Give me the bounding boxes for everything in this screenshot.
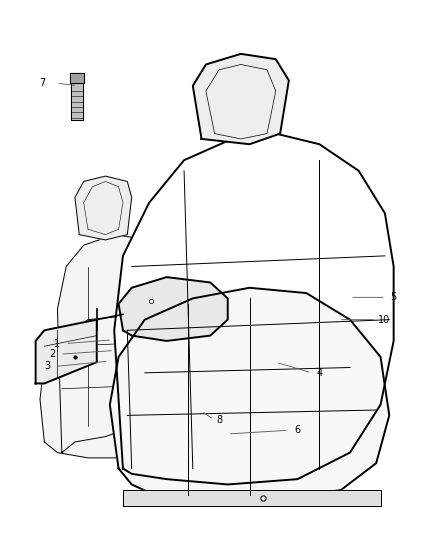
- Text: 4: 4: [316, 368, 322, 378]
- Polygon shape: [110, 288, 389, 506]
- Polygon shape: [71, 83, 83, 120]
- Polygon shape: [35, 320, 97, 383]
- Polygon shape: [193, 54, 289, 144]
- Polygon shape: [114, 134, 394, 484]
- Text: 1: 1: [54, 338, 60, 349]
- Polygon shape: [123, 490, 381, 506]
- Text: 2: 2: [49, 349, 55, 359]
- Polygon shape: [75, 176, 132, 240]
- Text: 3: 3: [44, 361, 50, 372]
- Polygon shape: [70, 73, 84, 83]
- Polygon shape: [40, 314, 223, 458]
- Polygon shape: [57, 235, 193, 453]
- Polygon shape: [119, 277, 228, 341]
- Text: 7: 7: [39, 78, 45, 88]
- Text: 10: 10: [378, 314, 390, 325]
- Text: 5: 5: [391, 292, 397, 302]
- Text: 8: 8: [216, 415, 222, 425]
- Text: 6: 6: [294, 425, 300, 435]
